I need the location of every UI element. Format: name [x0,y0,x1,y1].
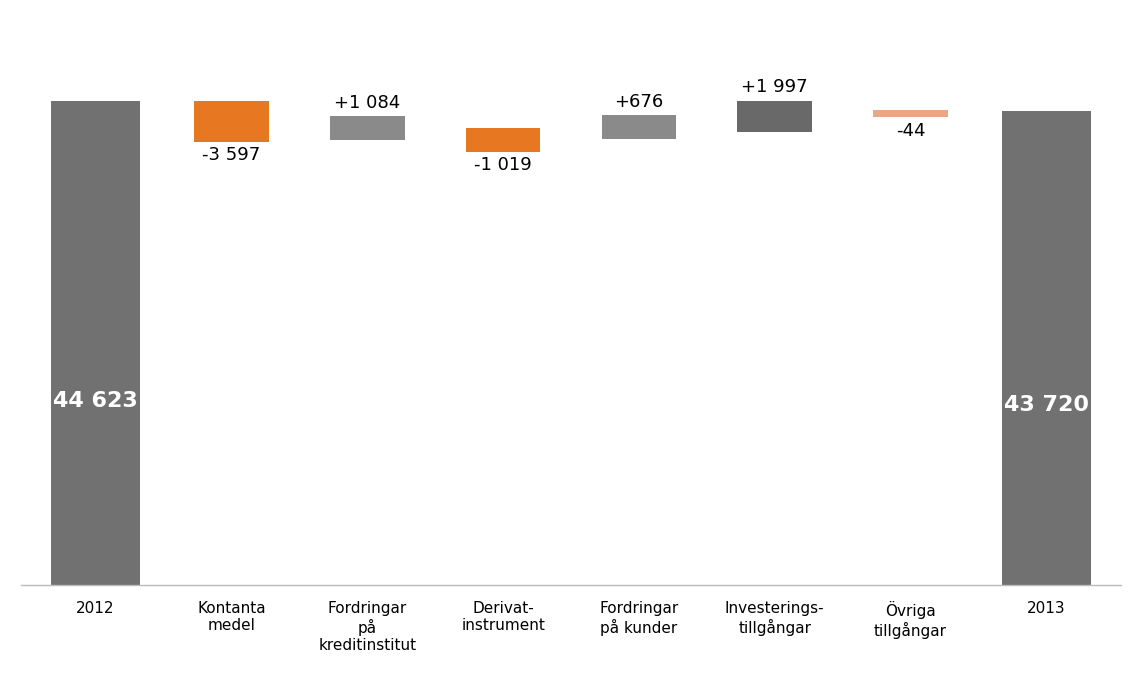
Bar [51,101,139,585]
Text: -1 019: -1 019 [474,156,532,175]
Bar [330,116,404,140]
Text: +1 997: +1 997 [741,78,809,96]
Bar [1003,111,1091,585]
Text: +676: +676 [614,93,664,111]
Bar [738,101,812,132]
Text: 44 623: 44 623 [54,391,138,411]
Bar [602,115,676,140]
Text: -3 597: -3 597 [202,146,260,164]
Bar [874,110,948,117]
Text: +1 084: +1 084 [335,94,401,112]
Text: -44: -44 [895,122,925,140]
Bar [466,128,540,152]
Text: 43 720: 43 720 [1004,395,1089,415]
Bar [194,101,268,142]
